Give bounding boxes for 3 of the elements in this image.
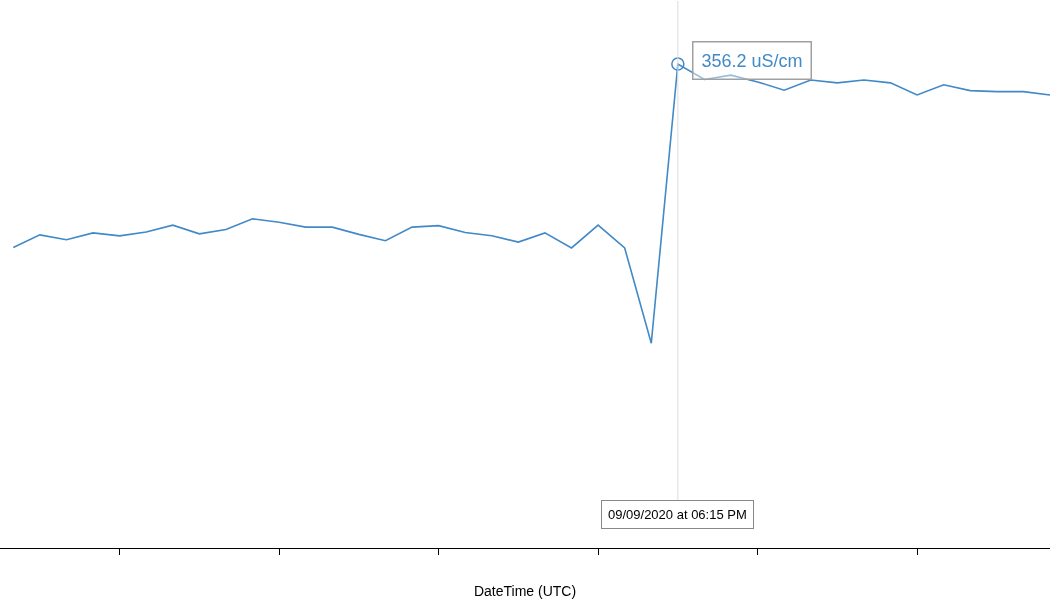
annotation: 356.2 uS/cm	[701, 50, 803, 71]
annotation: 09/09/2020 at 06:15 PM	[608, 507, 747, 522]
x-axis-title: DateTime (UTC)	[473, 583, 577, 600]
